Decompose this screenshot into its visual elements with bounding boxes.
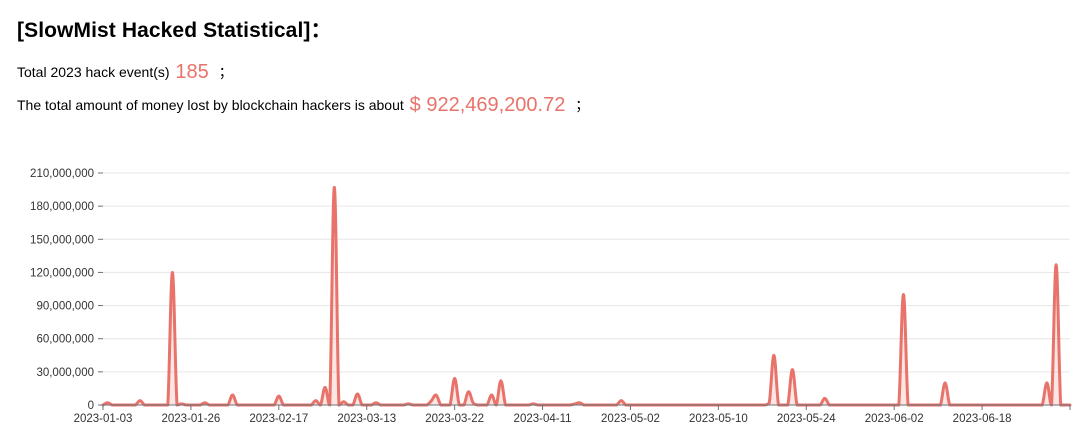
x-tick-label: 2023-01-26 [161, 413, 220, 425]
x-tick-label: 2023-06-02 [865, 413, 924, 425]
money-lost-summary: The total amount of money lost by blockc… [17, 94, 589, 117]
x-tick-label: 2023-04-11 [514, 413, 572, 425]
amount-suffix: ； [575, 97, 590, 113]
y-tick-label: 0 [88, 400, 94, 412]
x-tick-label: 2023-05-10 [689, 413, 748, 425]
amount-label: The total amount of money lost by blockc… [17, 97, 404, 113]
y-tick-label: 180,000,000 [30, 201, 94, 213]
grid-lines [103, 172, 1070, 373]
x-tick-label: 2023-05-02 [601, 413, 660, 425]
events-label: Total 2023 hack event(s) [17, 64, 170, 80]
x-tick-label: 2023-06-18 [953, 413, 1012, 425]
tick-labels: 0 30,000,000 60,000,000 90,000,000 120,000,0… [30, 168, 1011, 425]
y-tick-label: 30,000,000 [36, 367, 94, 379]
x-tick-label: 2023-03-13 [337, 413, 396, 425]
hack-events-summary: Total 2023 hack event(s) 185 ； [17, 61, 233, 84]
x-tick-label: 2023-05-24 [777, 413, 836, 425]
x-tick-label: 2023-01-03 [74, 413, 133, 425]
y-tick-label: 120,000,000 [30, 267, 94, 279]
events-count: 185 [175, 61, 209, 83]
y-tick-label: 210,000,000 [30, 168, 94, 180]
x-tick-label: 2023-03-22 [425, 413, 484, 425]
y-tick-label: 90,000,000 [36, 301, 94, 313]
y-tick-label: 60,000,000 [36, 334, 94, 346]
page-title: [SlowMist Hacked Statistical]： [17, 19, 332, 42]
amount-value: $ 922,469,200.72 [409, 94, 566, 116]
x-tick-label: 2023-02-17 [249, 413, 308, 425]
events-suffix: ； [218, 64, 233, 80]
hack-losses-chart: 0 30,000,000 60,000,000 90,000,000 120,000,0… [30, 168, 1072, 425]
axes [98, 172, 1071, 410]
y-tick-label: 150,000,000 [30, 234, 94, 246]
